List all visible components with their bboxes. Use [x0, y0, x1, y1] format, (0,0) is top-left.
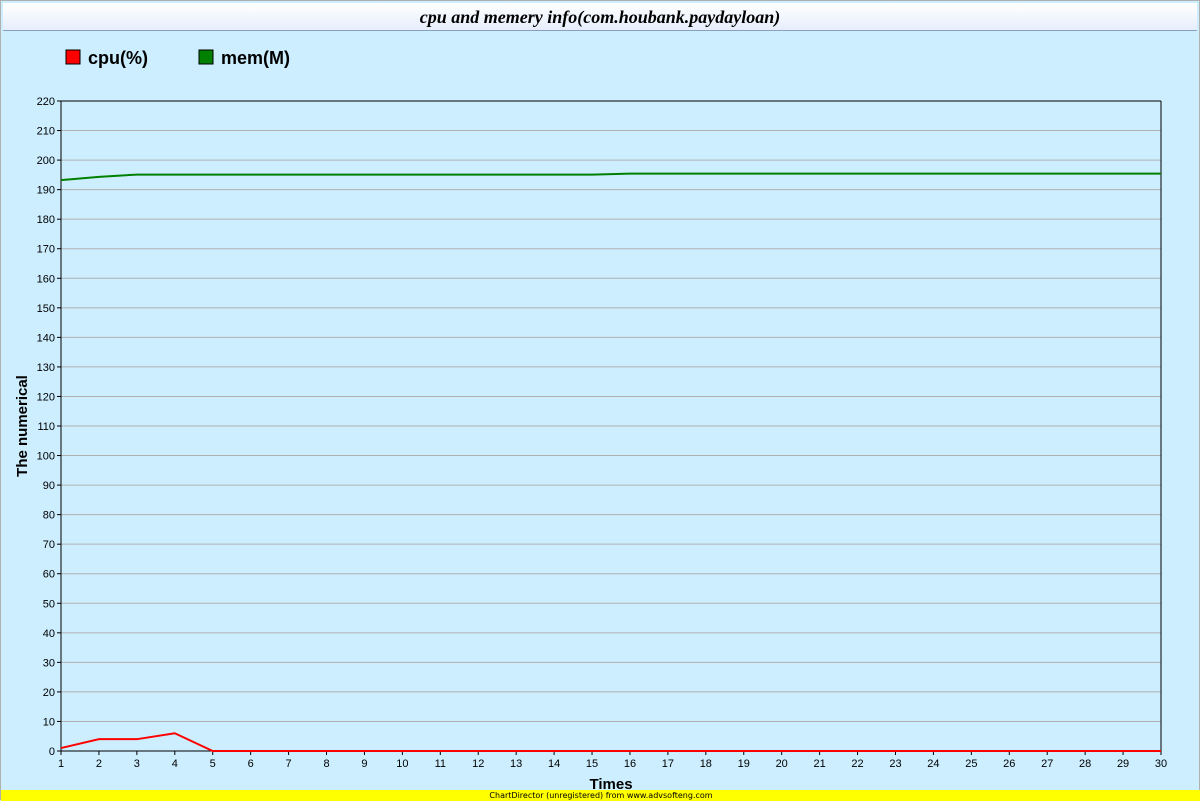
watermark-text: ChartDirector (unregistered) from www.ad… — [489, 791, 713, 800]
x-tick-label: 30 — [1155, 758, 1167, 770]
x-tick-label: 6 — [248, 758, 254, 770]
x-tick-label: 25 — [965, 758, 977, 770]
x-tick-label: 12 — [472, 758, 484, 770]
x-tick-label: 26 — [1003, 758, 1015, 770]
x-tick-label: 17 — [662, 758, 674, 770]
y-tick-label: 40 — [43, 628, 55, 640]
y-tick-label: 160 — [37, 273, 55, 285]
y-tick-label: 110 — [37, 421, 55, 433]
gridlines — [61, 100, 1161, 722]
x-tick-label: 29 — [1117, 758, 1129, 770]
watermark-bar: ChartDirector (unregistered) from www.ad… — [1, 790, 1200, 801]
y-ticks: 0 10 20 30 40 50 60 70 80 90 100 110 120 130 140 150 160… — [37, 96, 61, 758]
x-tick-label: 2 — [96, 758, 102, 770]
legend-label-mem: mem(M) — [221, 48, 290, 68]
x-tick-label: 16 — [624, 758, 636, 770]
x-tick-label: 8 — [323, 758, 329, 770]
y-tick-label: 200 — [37, 155, 55, 167]
x-tick-label: 22 — [851, 758, 863, 770]
x-tick-label: 3 — [134, 758, 140, 770]
y-tick-label: 170 — [37, 244, 55, 256]
y-axis-label: The numerical — [14, 375, 31, 477]
y-tick-label: 140 — [37, 332, 55, 344]
chart-title-bar: cpu and memery info(com.houbank.paydaylo… — [3, 3, 1197, 31]
legend-label-cpu: cpu(%) — [88, 48, 148, 68]
x-tick-label: 20 — [776, 758, 788, 770]
y-tick-label: 20 — [43, 687, 55, 699]
x-tick-label: 13 — [510, 758, 522, 770]
y-tick-label: 120 — [37, 391, 55, 403]
x-ticks: 1 2 3 4 5 6 7 8 9 10 11 12 13 14 15 16 17 18 19 20 21 22 23 24 2… — [58, 751, 1167, 770]
x-tick-label: 19 — [738, 758, 750, 770]
y-tick-label: 130 — [37, 362, 55, 374]
x-tick-label: 9 — [361, 758, 367, 770]
y-tick-label: 220 — [37, 96, 55, 108]
series-line-mem — [60, 172, 1161, 182]
x-tick-label: 1 — [58, 758, 64, 770]
x-tick-label: 23 — [889, 758, 901, 770]
x-tick-label: 11 — [435, 758, 446, 770]
x-tick-label: 15 — [586, 758, 598, 770]
x-tick-label: 21 — [813, 758, 825, 770]
series-line-cpu — [60, 732, 1161, 752]
x-tick-label: 14 — [548, 758, 560, 770]
y-tick-label: 190 — [37, 185, 55, 197]
x-tick-label: 27 — [1041, 758, 1053, 770]
y-tick-label: 90 — [43, 480, 55, 492]
y-tick-label: 210 — [37, 126, 55, 138]
series-lines — [60, 172, 1161, 752]
x-tick-label: 28 — [1079, 758, 1091, 770]
x-axis-label: Times — [589, 776, 632, 793]
y-tick-label: 80 — [43, 510, 55, 522]
x-tick-label: 18 — [700, 758, 712, 770]
legend: cpu(%) mem(M) — [65, 48, 290, 68]
legend-swatch-mem — [198, 49, 214, 65]
x-tick-label: 7 — [286, 758, 292, 770]
chart-title: cpu and memery info(com.houbank.paydaylo… — [419, 7, 781, 27]
y-tick-label: 30 — [43, 657, 55, 669]
y-tick-label: 100 — [37, 451, 55, 463]
y-tick-label: 70 — [43, 539, 55, 551]
x-tick-label: 4 — [172, 758, 178, 770]
y-tick-label: 60 — [43, 569, 55, 581]
y-tick-label: 50 — [43, 598, 55, 610]
x-tick-label: 10 — [396, 758, 408, 770]
y-tick-label: 0 — [49, 746, 55, 758]
legend-swatch-cpu — [65, 49, 81, 65]
y-tick-label: 150 — [37, 303, 55, 315]
x-tick-label: 5 — [210, 758, 216, 770]
y-tick-label: 180 — [37, 214, 55, 226]
x-tick-label: 24 — [927, 758, 939, 770]
y-tick-label: 10 — [43, 716, 55, 728]
